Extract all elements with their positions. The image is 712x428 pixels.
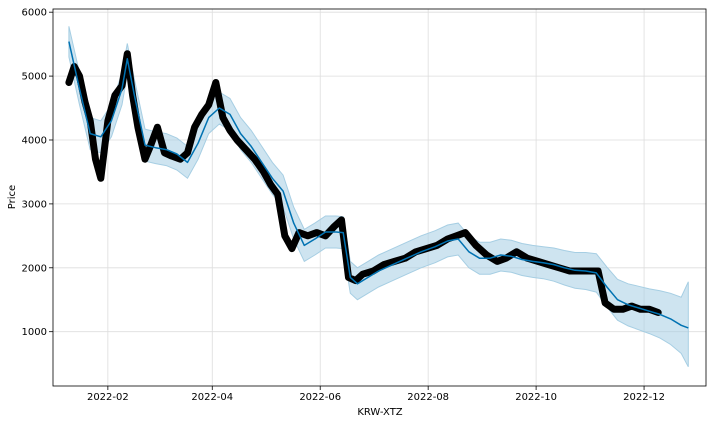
observed-point	[191, 124, 198, 131]
observed-point	[184, 149, 191, 156]
uncertainty-band	[68, 26, 689, 368]
observed-point	[513, 248, 520, 255]
axes-layer: 2022-02 2022-04 2022-06 2022-08 2022-10 2022-…	[22, 8, 707, 403]
observed-point	[124, 50, 131, 57]
observed-point	[472, 242, 479, 249]
y-axis-label: Price	[7, 185, 18, 209]
observed-point	[483, 252, 490, 258]
observed-point	[227, 127, 233, 134]
x-tick-label: 2022-04	[191, 392, 233, 403]
y-tick-label: 1000	[22, 327, 47, 338]
y-tick-label: 2000	[22, 263, 47, 274]
observed-point	[494, 258, 501, 265]
observed-point	[154, 124, 161, 131]
observed-point	[205, 101, 212, 108]
observed-points-layer	[65, 50, 662, 316]
observed-point	[352, 277, 359, 284]
observed-point	[313, 229, 320, 236]
uncertainty-interval-layer	[68, 26, 689, 368]
observed-point	[359, 271, 366, 278]
observed-point	[87, 117, 94, 124]
observed-point	[142, 156, 148, 163]
observed-point	[288, 245, 295, 252]
x-tick-label: 2022-08	[407, 392, 449, 403]
observed-point	[65, 79, 72, 86]
y-tick-label: 5000	[22, 72, 47, 83]
observed-point	[161, 149, 168, 156]
observed-point	[611, 306, 617, 313]
observed-point	[92, 156, 99, 163]
y-tick-label: 4000	[22, 135, 47, 146]
observed-point	[242, 146, 249, 153]
observed-point	[462, 229, 469, 236]
observed-point	[97, 175, 104, 182]
plot-frame	[52, 8, 707, 387]
grid-layer	[53, 9, 706, 386]
observed-point	[260, 168, 267, 175]
x-axis-label: KRW-XTZ	[357, 407, 402, 418]
observed-point	[267, 181, 274, 188]
observed-point	[619, 306, 626, 313]
observed-point	[104, 117, 111, 124]
observed-point	[338, 216, 345, 223]
forecast-line-layer	[68, 41, 689, 329]
observed-point	[234, 137, 240, 143]
observed-point	[380, 261, 387, 268]
forecast-line	[68, 41, 689, 329]
x-tick-label: 2022-10	[515, 392, 557, 403]
x-tick-label: 2022-12	[623, 392, 665, 403]
observed-point	[281, 232, 288, 239]
observed-point	[134, 124, 141, 131]
observed-point	[322, 232, 329, 239]
observed-point	[251, 156, 258, 163]
observed-point	[503, 255, 509, 262]
observed-point	[168, 153, 175, 159]
observed-point	[198, 111, 205, 118]
observed-point	[274, 191, 281, 198]
observed-point	[453, 232, 460, 239]
y-tick-label: 3000	[22, 199, 47, 210]
observed-point	[304, 232, 311, 239]
observed-point	[219, 114, 226, 121]
observed-point	[602, 299, 609, 306]
y-tick-label: 6000	[22, 8, 47, 19]
observed-point	[331, 223, 338, 230]
observed-point	[212, 79, 219, 86]
observed-point	[76, 73, 83, 80]
x-tick-label: 2022-02	[87, 392, 129, 403]
observed-point	[111, 92, 118, 99]
x-tick-label: 2022-06	[299, 392, 341, 403]
